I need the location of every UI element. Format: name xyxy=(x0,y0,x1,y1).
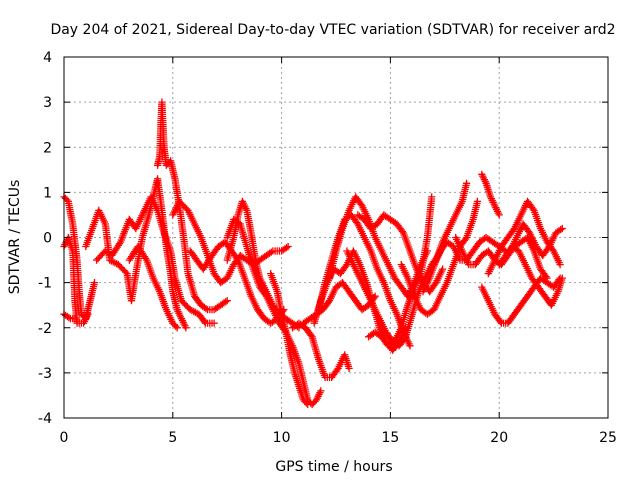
series-track-20 xyxy=(365,193,436,350)
x-tick-label: 15 xyxy=(381,430,399,446)
x-tick-label: 25 xyxy=(599,430,617,446)
series-track-29 xyxy=(506,220,566,260)
y-tick-label: 1 xyxy=(43,185,52,201)
series-track-12 xyxy=(267,270,312,409)
series-track-25 xyxy=(478,170,503,219)
y-tick-label: 2 xyxy=(43,140,52,156)
y-tick-label: 3 xyxy=(43,95,52,111)
series-track-1 xyxy=(60,193,99,323)
y-tick-label: -4 xyxy=(38,411,52,427)
series-track-28 xyxy=(495,242,566,309)
y-tick-label: -2 xyxy=(38,321,52,337)
x-tick-label: 5 xyxy=(168,430,177,446)
y-tick-label: -3 xyxy=(38,366,52,382)
series-track-27 xyxy=(484,197,564,278)
series-track-13 xyxy=(288,319,353,381)
y-axis-title: SDTVAR / TECUs xyxy=(7,180,23,295)
y-tick-label: -1 xyxy=(38,276,52,292)
series-track-19 xyxy=(343,238,449,350)
x-tick-label: 20 xyxy=(490,430,508,446)
axis-ticks: 0 5 10 15 20 25 -4 -3 -2 -1 0 1 2 3 4 xyxy=(38,50,617,446)
x-axis-title: GPS time / hours xyxy=(275,459,392,475)
series-track-9 xyxy=(186,238,288,327)
data-marks xyxy=(60,98,566,409)
series-track-26 xyxy=(478,274,564,327)
x-tick-label: 0 xyxy=(60,430,69,446)
chart-title: Day 204 of 2021, Sidereal Day-to-day VTE… xyxy=(50,22,615,38)
x-tick-label: 10 xyxy=(273,430,291,446)
series-track-17 xyxy=(325,193,431,300)
series-track-11 xyxy=(223,215,325,409)
series-track-5 xyxy=(93,193,218,327)
series-track-6 xyxy=(125,242,181,332)
y-tick-label: 0 xyxy=(43,231,52,247)
y-tick-label: 4 xyxy=(43,50,52,66)
series-track-23 xyxy=(430,233,510,269)
